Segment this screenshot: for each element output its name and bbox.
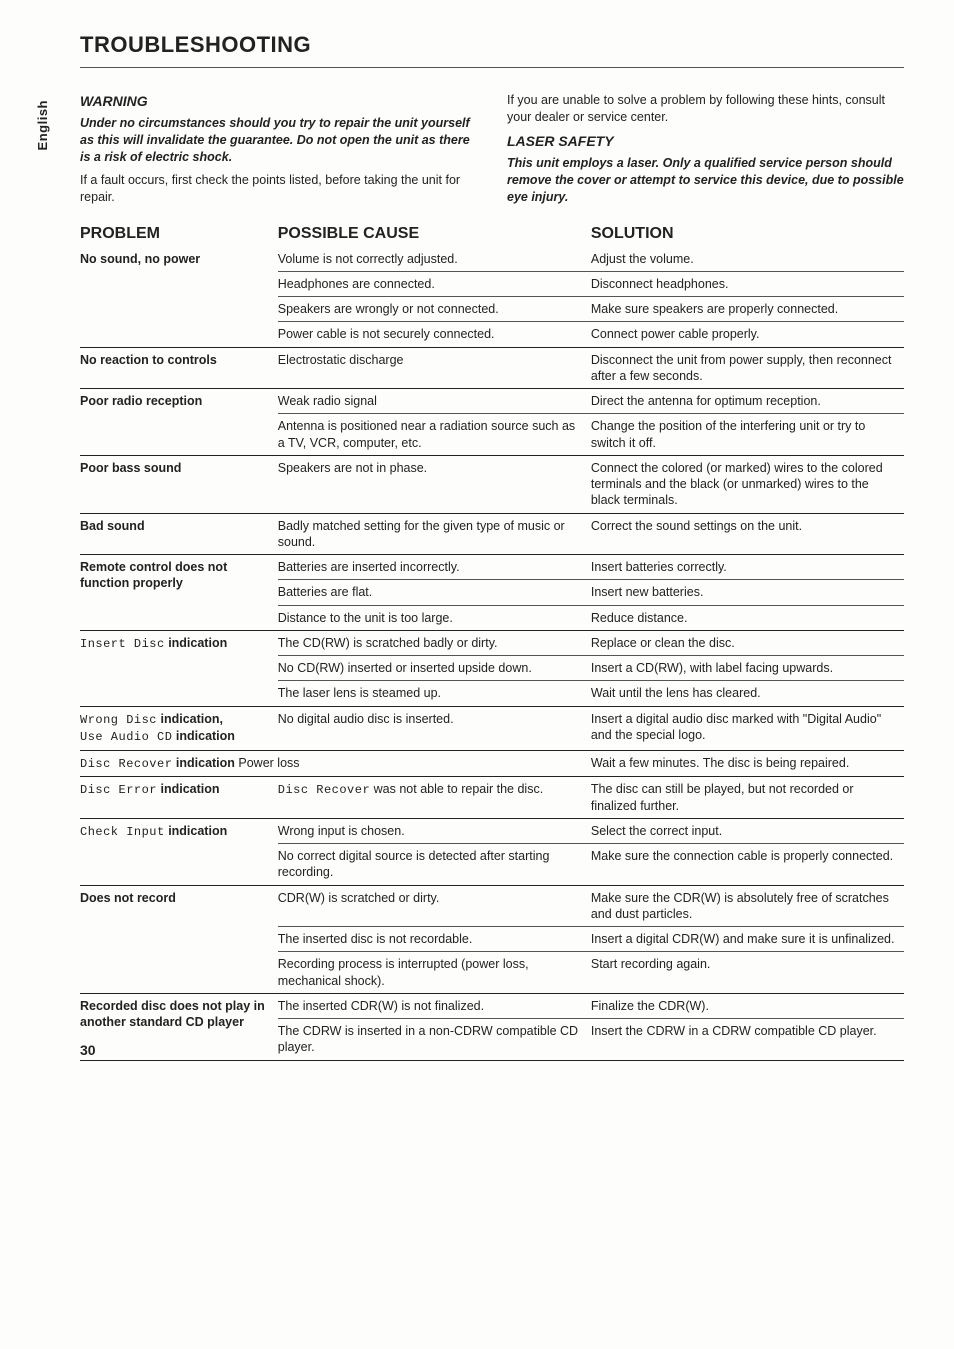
cause: Badly matched setting for the given type… [278, 513, 591, 555]
problem-wrong-disc: Wrong Disc indication,Use Audio CD indic… [80, 706, 278, 750]
warning-body: Under no circumstances should you try to… [80, 115, 477, 166]
cause: No digital audio disc is inserted. [278, 706, 591, 750]
problem-disc-recover: Disc Recover indication Power loss [80, 750, 591, 777]
troubleshooting-table: PROBLEM POSSIBLE CAUSE SOLUTION No sound… [80, 220, 904, 1061]
cause: The inserted disc is not recordable. [278, 927, 591, 952]
page-title: TROUBLESHOOTING [80, 30, 904, 61]
solution: Finalize the CDR(W). [591, 993, 904, 1018]
cause: No correct digital source is detected af… [278, 844, 591, 886]
cause: Wrong input is chosen. [278, 818, 591, 843]
cause: Recording process is interrupted (power … [278, 952, 591, 994]
intro-columns: WARNING Under no circumstances should yo… [80, 92, 904, 206]
problem-poor-radio: Poor radio reception [80, 389, 278, 456]
problem-recorded-disc: Recorded disc does not play in another s… [80, 993, 278, 1060]
problem-no-reaction: No reaction to controls [80, 347, 278, 389]
solution: Correct the sound settings on the unit. [591, 513, 904, 555]
cause: Electrostatic discharge [278, 347, 591, 389]
header-solution: SOLUTION [591, 220, 904, 247]
solution: Insert a CD(RW), with label facing upwar… [591, 656, 904, 681]
solution: Make sure speakers are properly connecte… [591, 297, 904, 322]
cause: The CDRW is inserted in a non-CDRW compa… [278, 1019, 591, 1061]
problem-no-sound: No sound, no power [80, 247, 278, 348]
solution: Connect the colored (or marked) wires to… [591, 455, 904, 513]
page-number: 30 [80, 1041, 96, 1061]
cause: Volume is not correctly adjusted. [278, 247, 591, 272]
solution: Insert a digital CDR(W) and make sure it… [591, 927, 904, 952]
cause: No CD(RW) inserted or inserted upside do… [278, 656, 591, 681]
solution: Insert batteries correctly. [591, 555, 904, 580]
solution: Make sure the connection cable is proper… [591, 844, 904, 886]
cause: Speakers are not in phase. [278, 455, 591, 513]
cause: Antenna is positioned near a radiation s… [278, 414, 591, 456]
left-column: WARNING Under no circumstances should yo… [80, 92, 477, 206]
cause: CDR(W) is scratched or dirty. [278, 885, 591, 927]
language-tab: English [34, 100, 52, 150]
problem-check-input: Check Input indication [80, 818, 278, 885]
solution: Start recording again. [591, 952, 904, 994]
laser-head: LASER SAFETY [507, 132, 904, 152]
cause: The laser lens is steamed up. [278, 681, 591, 706]
problem-insert-disc: Insert Disc indication [80, 630, 278, 706]
solution: Insert a digital audio disc marked with … [591, 706, 904, 750]
problem-poor-bass: Poor bass sound [80, 455, 278, 513]
problem-does-not-record: Does not record [80, 885, 278, 993]
problem-remote: Remote control does not function properl… [80, 555, 278, 631]
intro-text: If you are unable to solve a problem by … [507, 92, 904, 126]
solution: Make sure the CDR(W) is absolutely free … [591, 885, 904, 927]
solution: Change the position of the interfering u… [591, 414, 904, 456]
header-cause: POSSIBLE CAUSE [278, 220, 591, 247]
solution: Direct the antenna for optimum reception… [591, 389, 904, 414]
cause: Headphones are connected. [278, 271, 591, 296]
laser-body: This unit employs a laser. Only a qualif… [507, 155, 904, 206]
cause: The inserted CDR(W) is not finalized. [278, 993, 591, 1018]
solution: The disc can still be played, but not re… [591, 777, 904, 819]
cause: Power cable is not securely connected. [278, 322, 591, 347]
solution: Wait a few minutes. The disc is being re… [591, 750, 904, 777]
cause: Distance to the unit is too large. [278, 605, 591, 630]
solution: Reduce distance. [591, 605, 904, 630]
warning-head: WARNING [80, 92, 477, 112]
solution: Insert new batteries. [591, 580, 904, 605]
cause: The CD(RW) is scratched badly or dirty. [278, 630, 591, 655]
fault-text: If a fault occurs, first check the point… [80, 172, 477, 206]
cause: Batteries are inserted incorrectly. [278, 555, 591, 580]
solution: Disconnect headphones. [591, 271, 904, 296]
cause: Weak radio signal [278, 389, 591, 414]
cause: Speakers are wrongly or not connected. [278, 297, 591, 322]
header-problem: PROBLEM [80, 220, 278, 247]
problem-bad-sound: Bad sound [80, 513, 278, 555]
solution: Adjust the volume. [591, 247, 904, 272]
cause: Disc Recover was not able to repair the … [278, 777, 591, 819]
solution: Wait until the lens has cleared. [591, 681, 904, 706]
problem-disc-error: Disc Error indication [80, 777, 278, 819]
right-column: If you are unable to solve a problem by … [507, 92, 904, 206]
cause: Batteries are flat. [278, 580, 591, 605]
solution: Replace or clean the disc. [591, 630, 904, 655]
solution: Disconnect the unit from power supply, t… [591, 347, 904, 389]
solution: Insert the CDRW in a CDRW compatible CD … [591, 1019, 904, 1061]
title-rule [80, 67, 904, 68]
solution: Connect power cable properly. [591, 322, 904, 347]
solution: Select the correct input. [591, 818, 904, 843]
